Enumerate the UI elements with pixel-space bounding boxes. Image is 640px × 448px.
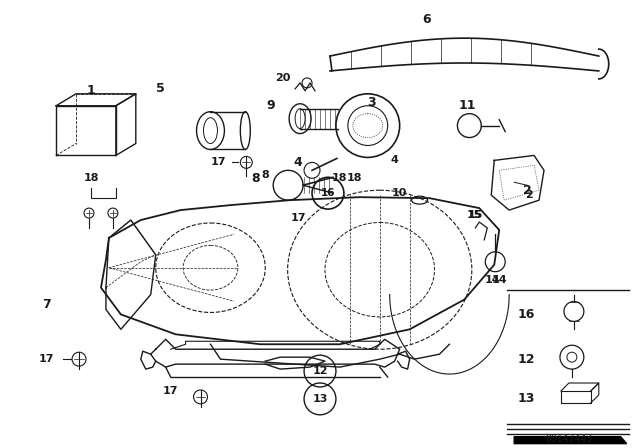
Text: 16: 16 [321, 188, 335, 198]
Text: 14: 14 [492, 275, 507, 284]
Text: 13: 13 [517, 392, 534, 405]
Text: 18: 18 [332, 173, 348, 183]
Text: 2: 2 [523, 184, 531, 197]
Text: 6: 6 [422, 13, 431, 26]
Text: 16: 16 [517, 308, 534, 321]
Text: 12: 12 [517, 353, 534, 366]
Text: 4: 4 [391, 155, 399, 165]
Text: 00147443: 00147443 [545, 434, 593, 444]
Text: 2: 2 [525, 190, 533, 200]
Text: 9: 9 [266, 99, 275, 112]
Text: 12: 12 [312, 366, 328, 376]
Text: 20: 20 [275, 73, 291, 83]
Text: 17: 17 [211, 157, 226, 168]
Text: 14: 14 [484, 275, 500, 284]
Text: 13: 13 [312, 394, 328, 404]
Text: 8: 8 [261, 170, 269, 180]
Text: 5: 5 [156, 82, 165, 95]
Text: 15: 15 [467, 210, 482, 220]
Text: 15: 15 [468, 210, 483, 220]
Text: 17: 17 [291, 213, 306, 223]
Text: 17: 17 [38, 354, 54, 364]
Text: 1: 1 [86, 84, 95, 97]
Text: 8: 8 [251, 172, 260, 185]
Polygon shape [514, 437, 627, 444]
Text: 17: 17 [163, 386, 179, 396]
Text: 18: 18 [83, 173, 99, 183]
Text: 4: 4 [294, 156, 303, 169]
Text: 3: 3 [367, 96, 376, 109]
Text: 18: 18 [347, 173, 363, 183]
Text: 11: 11 [459, 99, 476, 112]
Text: 10: 10 [392, 188, 407, 198]
Text: 7: 7 [42, 298, 51, 311]
